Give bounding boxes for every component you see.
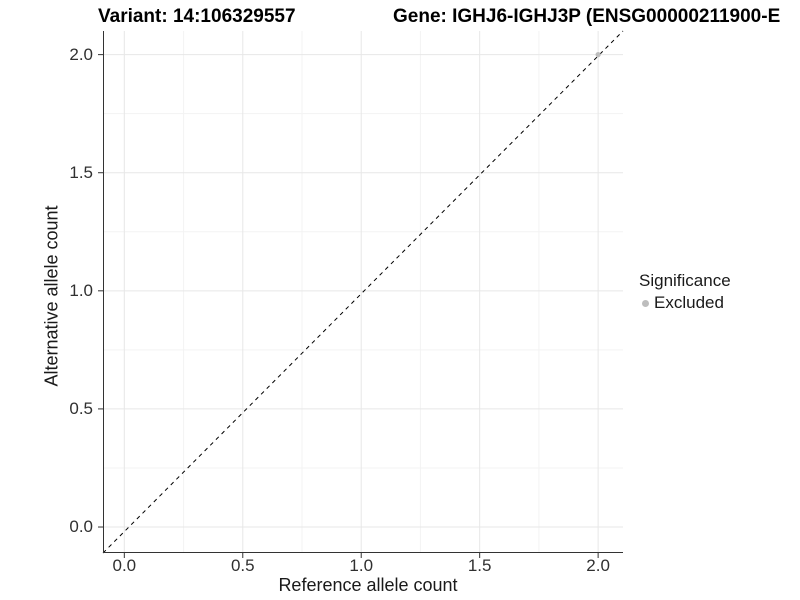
legend: Significance Excluded (639, 271, 731, 313)
variant-title: Variant: 14:106329557 (98, 6, 296, 27)
y-tick-label: 0.5 (69, 398, 93, 418)
y-tick-label: 2.0 (69, 44, 93, 64)
x-tick-label: 0.5 (230, 556, 255, 575)
y-tick-label: 1.5 (69, 162, 93, 182)
y-tick-label: 0.0 (69, 517, 93, 537)
x-tick-label: 0.0 (112, 556, 137, 575)
x-tick-label: 2.0 (586, 556, 610, 575)
x-tick-label: 1.0 (349, 556, 374, 575)
legend-title: Significance (639, 271, 731, 290)
plot-panel (98, 30, 624, 558)
gene-title: Gene: IGHJ6-IGHJ3P (ENSG00000211900-E (393, 6, 781, 27)
plot-canvas (98, 30, 624, 558)
x-tick-label: 1.5 (467, 556, 492, 575)
x-axis-title: Reference allele count (278, 575, 458, 595)
y-tick-label: 1.0 (69, 280, 93, 300)
legend-point-icon (642, 299, 649, 307)
legend-item-excluded: Excluded (642, 293, 731, 313)
legend-item-label: Excluded (654, 293, 724, 312)
